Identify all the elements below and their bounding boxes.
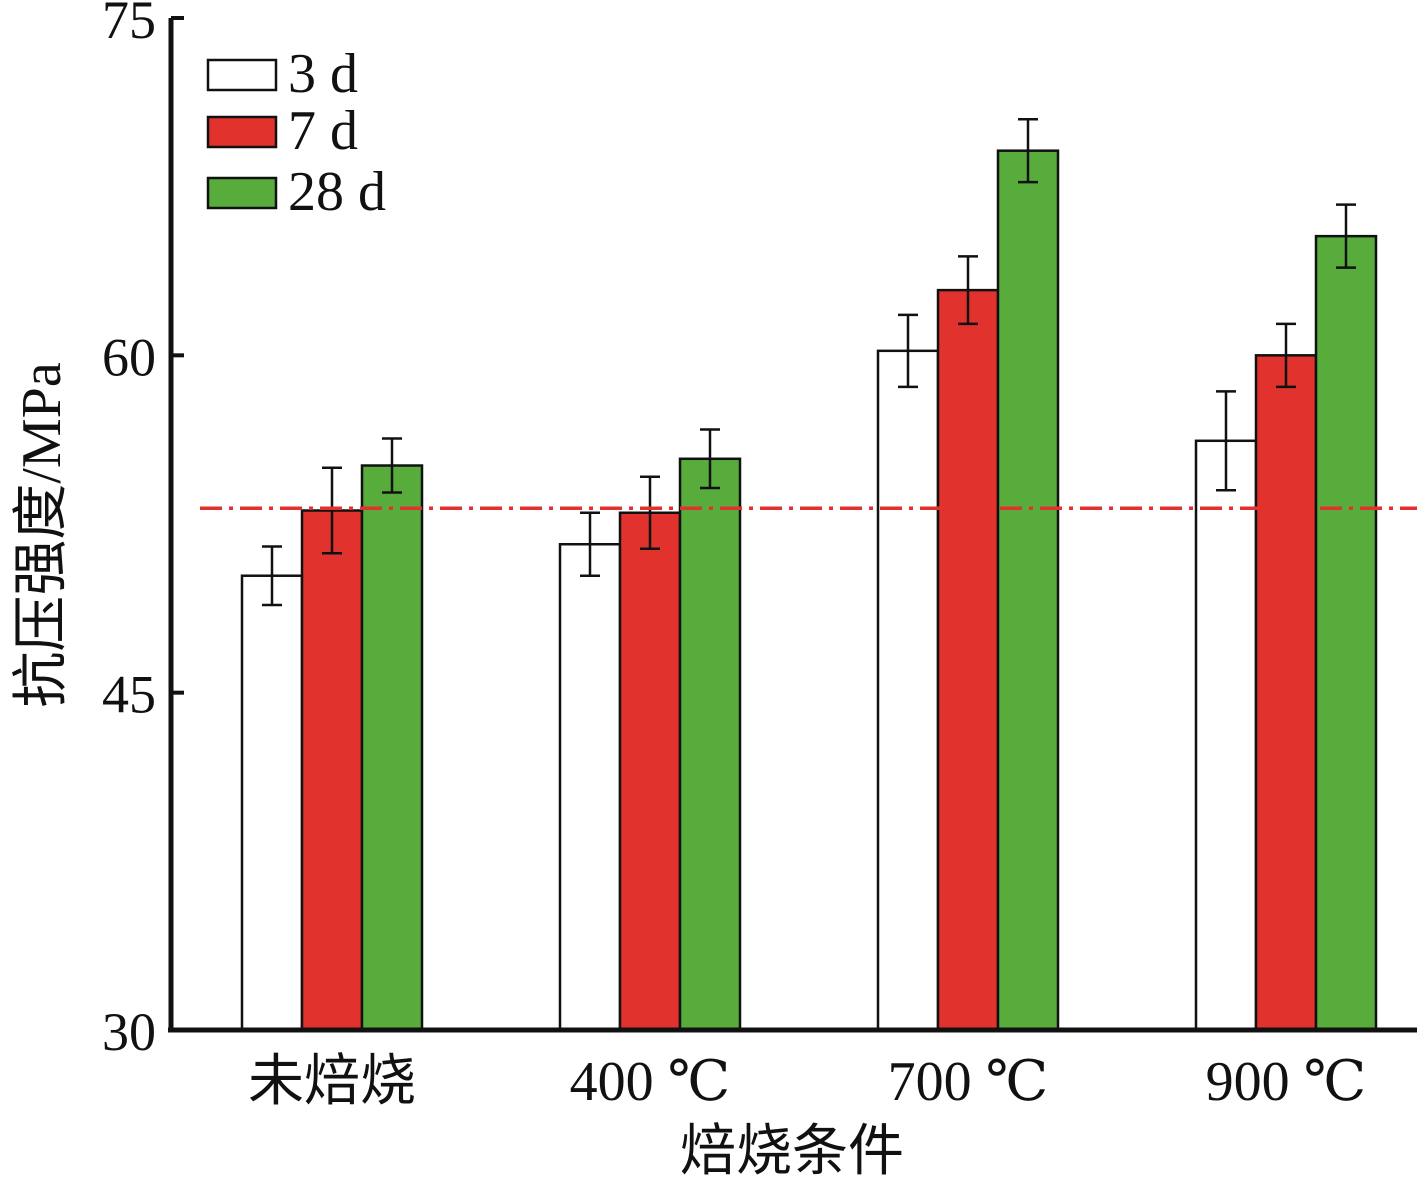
legend-label: 7 d [288,100,358,162]
legend-swatch [206,176,278,210]
y-tick-label: 45 [102,665,156,725]
bar [936,288,1000,1032]
bar [300,509,364,1032]
bar [678,457,742,1032]
y-axis-title: 抗压强度/MPa [11,362,73,707]
category-labels: 未焙烧 400 ℃ 700 ℃ 900 ℃ [248,1051,1366,1113]
bar [1254,354,1318,1032]
x-category-label: 400 ℃ [570,1051,731,1113]
bar [1194,439,1258,1032]
legend-swatch [206,58,278,92]
bar [360,464,424,1032]
bars-layer [240,117,1378,1032]
y-tick-label: 60 [102,327,156,387]
legend-swatch [206,115,278,149]
x-category-label: 未焙烧 [248,1051,416,1113]
ticks-layer: 30 45 60 75 [102,0,184,1062]
y-tick-label: 75 [102,0,156,50]
y-tick-label: 30 [102,1002,156,1062]
bar [876,349,940,1032]
legend-label: 28 d [288,161,386,223]
legend-label: 3 d [288,43,358,105]
bar [558,542,622,1032]
bar [996,149,1060,1032]
axes-layer [168,18,1417,1033]
bar [1314,234,1378,1032]
x-category-label: 700 ℃ [888,1051,1049,1113]
bar [240,574,304,1032]
bar [618,511,682,1032]
x-category-label: 900 ℃ [1206,1051,1367,1113]
x-axis-title: 焙烧条件 [680,1121,904,1181]
legend: 3 d7 d28 d [206,43,386,223]
